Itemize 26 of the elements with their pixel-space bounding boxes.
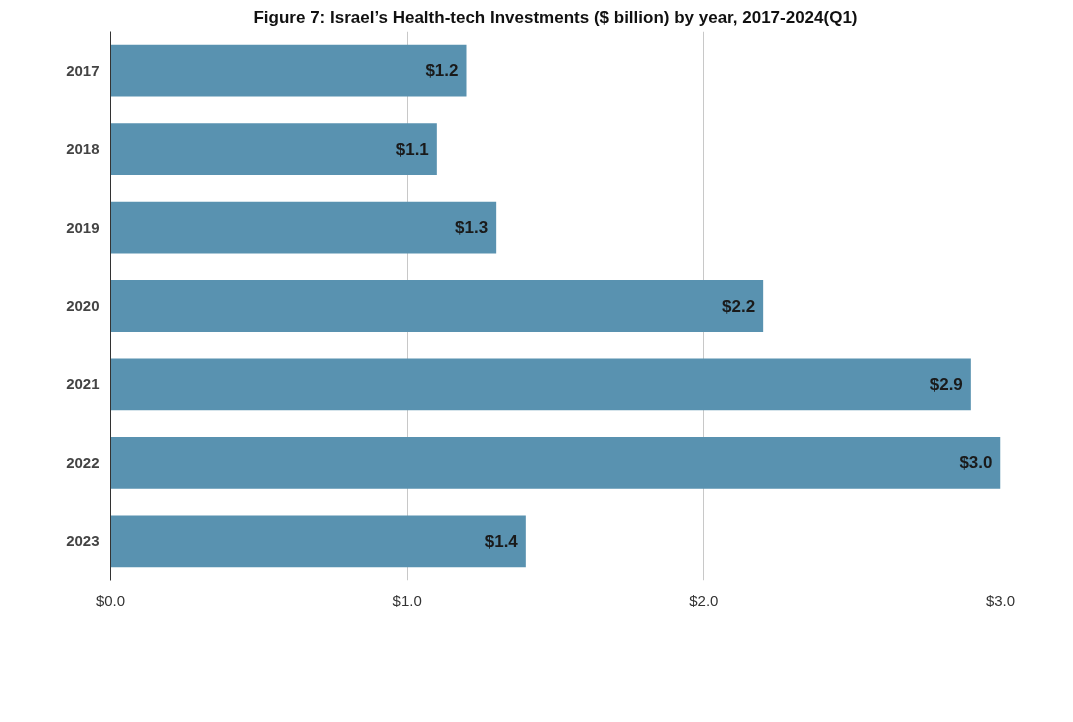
data-label: $1.2	[425, 61, 459, 81]
y-tick-label: 2023	[66, 532, 100, 550]
bar	[110, 123, 437, 176]
data-label: $3.0	[959, 453, 993, 473]
chart-title: Figure 7: Israel’s Health-tech Investments ($ billion) by year, 2017-2024(Q1)	[253, 7, 858, 27]
x-tick-label: $1.0	[392, 591, 422, 609]
bar	[110, 201, 497, 254]
y-tick-label: 2021	[66, 375, 100, 393]
bar	[110, 436, 1001, 489]
bar	[110, 358, 971, 411]
x-tick-label: $2.0	[689, 591, 719, 609]
bar	[110, 515, 526, 568]
bar	[110, 44, 467, 97]
y-tick-label: 2017	[66, 61, 100, 79]
x-tick-label: $3.0	[985, 591, 1016, 609]
data-label: $2.9	[929, 374, 963, 394]
data-label: $1.4	[484, 531, 519, 551]
y-tick-label: 2019	[66, 218, 100, 236]
bar	[110, 280, 764, 332]
data-label: $2.2	[722, 296, 756, 316]
y-tick-label: 2022	[66, 453, 100, 471]
x-tick-label: $0.0	[95, 591, 126, 609]
y-tick-label: 2020	[66, 297, 100, 314]
data-label: $1.3	[455, 218, 489, 238]
y-tick-label: 2018	[66, 140, 100, 158]
data-label: $1.1	[395, 139, 429, 159]
